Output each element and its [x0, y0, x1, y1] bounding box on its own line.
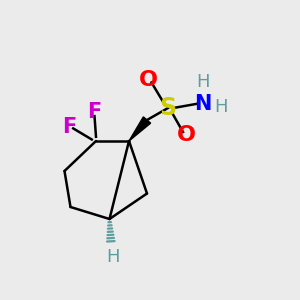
Text: H: H — [196, 74, 209, 92]
Text: N: N — [194, 94, 211, 113]
Text: F: F — [62, 118, 76, 137]
Text: O: O — [139, 70, 158, 89]
Text: F: F — [87, 103, 102, 122]
Polygon shape — [129, 117, 151, 141]
Text: H: H — [214, 98, 228, 116]
Text: O: O — [176, 125, 196, 145]
Text: S: S — [159, 96, 177, 120]
Text: H: H — [106, 248, 119, 266]
